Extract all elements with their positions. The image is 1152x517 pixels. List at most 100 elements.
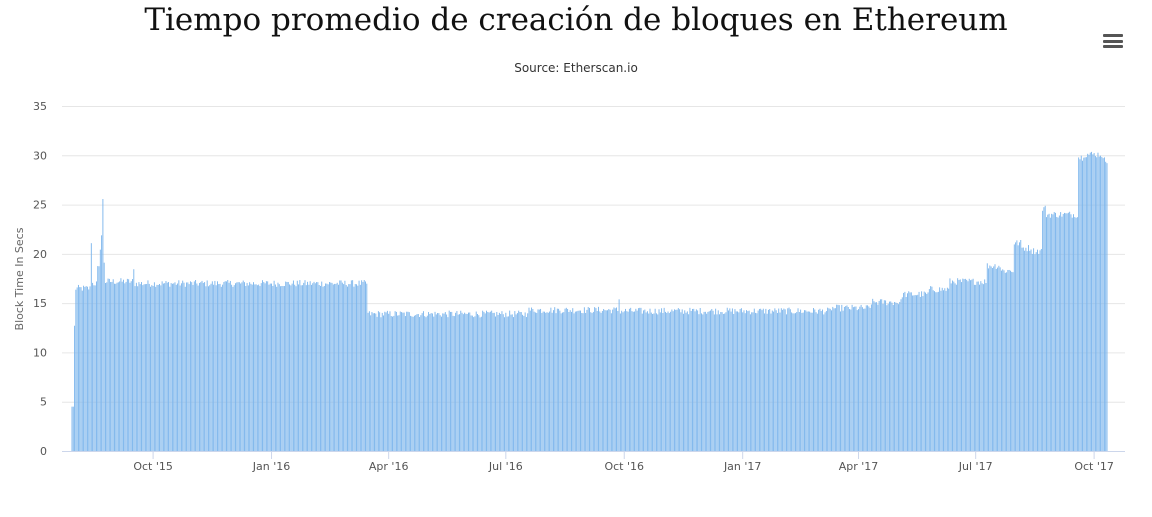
- bar[interactable]: [599, 311, 601, 451]
- bar[interactable]: [662, 313, 664, 451]
- bar[interactable]: [764, 313, 766, 451]
- bar[interactable]: [878, 300, 880, 451]
- bar[interactable]: [592, 311, 594, 451]
- bar[interactable]: [556, 308, 558, 451]
- bar[interactable]: [627, 311, 629, 451]
- bar[interactable]: [997, 267, 999, 451]
- bar[interactable]: [147, 280, 149, 451]
- bar[interactable]: [852, 307, 854, 451]
- bar[interactable]: [952, 280, 953, 451]
- bar[interactable]: [471, 315, 473, 451]
- bar[interactable]: [126, 278, 128, 451]
- bar[interactable]: [475, 311, 477, 451]
- bar[interactable]: [585, 312, 587, 451]
- bar[interactable]: [1038, 253, 1040, 451]
- bar[interactable]: [313, 281, 315, 451]
- bar[interactable]: [410, 315, 412, 451]
- bar[interactable]: [465, 313, 467, 451]
- bar[interactable]: [84, 286, 86, 451]
- bar[interactable]: [958, 279, 960, 451]
- bar[interactable]: [153, 282, 155, 451]
- bar[interactable]: [331, 282, 333, 451]
- bar[interactable]: [496, 311, 498, 451]
- bar[interactable]: [529, 310, 531, 451]
- bar[interactable]: [1088, 154, 1090, 451]
- bar[interactable]: [715, 308, 717, 451]
- bar[interactable]: [412, 316, 414, 451]
- bar[interactable]: [635, 308, 637, 451]
- bar[interactable]: [295, 286, 297, 451]
- bar[interactable]: [782, 309, 784, 451]
- bar[interactable]: [406, 311, 408, 451]
- bar[interactable]: [510, 314, 512, 451]
- bar[interactable]: [1009, 270, 1011, 451]
- bar[interactable]: [429, 314, 431, 451]
- bar[interactable]: [836, 304, 838, 451]
- bar[interactable]: [547, 312, 549, 451]
- bar[interactable]: [573, 313, 575, 451]
- bar[interactable]: [139, 284, 141, 451]
- bar[interactable]: [1030, 249, 1032, 451]
- bar[interactable]: [81, 290, 83, 451]
- bar[interactable]: [260, 283, 262, 451]
- bar[interactable]: [1049, 217, 1051, 451]
- bar[interactable]: [359, 284, 361, 451]
- bar[interactable]: [108, 278, 110, 451]
- bar[interactable]: [820, 311, 822, 451]
- bar[interactable]: [559, 310, 561, 451]
- bar[interactable]: [398, 315, 400, 451]
- bar[interactable]: [810, 312, 812, 451]
- bar[interactable]: [610, 313, 612, 451]
- bar[interactable]: [450, 311, 451, 451]
- bar[interactable]: [1084, 157, 1086, 452]
- bar[interactable]: [71, 406, 73, 451]
- bar[interactable]: [157, 284, 159, 451]
- bar[interactable]: [587, 307, 589, 451]
- bar[interactable]: [150, 286, 151, 451]
- bar[interactable]: [679, 309, 681, 451]
- bar[interactable]: [789, 309, 791, 451]
- bar[interactable]: [949, 278, 951, 451]
- bar[interactable]: [1042, 210, 1044, 451]
- bar[interactable]: [500, 314, 502, 451]
- bar[interactable]: [1100, 155, 1102, 452]
- bar[interactable]: [1066, 213, 1068, 451]
- bar[interactable]: [446, 314, 448, 451]
- bar[interactable]: [1056, 216, 1058, 451]
- bar[interactable]: [268, 284, 270, 451]
- bar[interactable]: [301, 285, 303, 451]
- bar[interactable]: [659, 312, 661, 451]
- bar[interactable]: [491, 310, 493, 451]
- bar[interactable]: [805, 310, 807, 451]
- bar[interactable]: [93, 285, 95, 451]
- bar[interactable]: [336, 282, 338, 451]
- bar[interactable]: [614, 308, 616, 451]
- bar[interactable]: [955, 284, 957, 451]
- bar[interactable]: [663, 307, 665, 451]
- bar[interactable]: [151, 285, 153, 451]
- bar[interactable]: [419, 317, 421, 451]
- bar[interactable]: [843, 306, 845, 451]
- bar[interactable]: [692, 308, 693, 451]
- bar[interactable]: [634, 311, 636, 451]
- bar[interactable]: [693, 308, 695, 451]
- bar[interactable]: [560, 313, 562, 451]
- bar[interactable]: [1040, 248, 1042, 451]
- bar[interactable]: [107, 278, 109, 451]
- bar[interactable]: [501, 311, 503, 451]
- bar[interactable]: [242, 280, 244, 451]
- bar[interactable]: [622, 312, 624, 451]
- bar[interactable]: [85, 286, 87, 451]
- bar[interactable]: [123, 279, 124, 451]
- bar[interactable]: [1094, 156, 1096, 451]
- bar[interactable]: [572, 308, 574, 451]
- bar[interactable]: [719, 314, 720, 451]
- bar[interactable]: [80, 287, 82, 451]
- bar[interactable]: [650, 312, 652, 451]
- bar[interactable]: [994, 264, 996, 451]
- bar[interactable]: [683, 313, 684, 451]
- bar[interactable]: [901, 297, 903, 451]
- bar[interactable]: [487, 311, 489, 451]
- bar[interactable]: [646, 311, 648, 451]
- bar[interactable]: [1073, 214, 1074, 451]
